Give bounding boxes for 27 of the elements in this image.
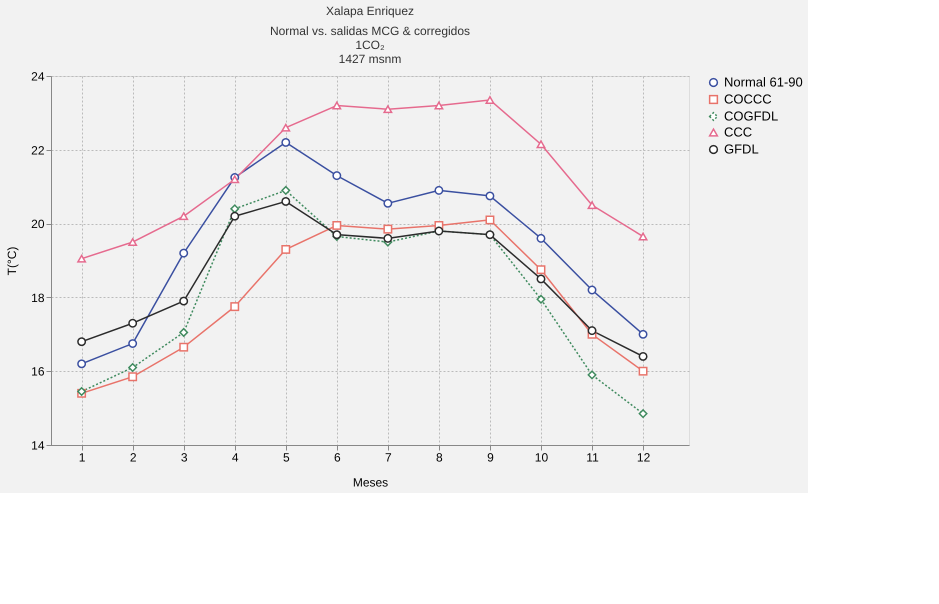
legend-label: COGFDL: [724, 108, 778, 124]
y-tick-label: 16: [31, 364, 45, 379]
y-tick-label: 22: [31, 143, 45, 158]
x-axis-title: Meses: [352, 476, 388, 490]
x-tick-label: 8: [436, 450, 444, 464]
y-tick-label: 24: [31, 70, 45, 84]
x-tick-label: 11: [586, 450, 600, 464]
x-tick-label: 9: [487, 450, 494, 464]
x-tick-label: 3: [180, 450, 188, 464]
x-tick-label: 7: [385, 450, 392, 464]
y-tick-label: 20: [31, 217, 45, 232]
legend-label: GFDL: [724, 142, 759, 156]
x-tick-label: 4: [232, 450, 239, 464]
y-tick-label: 14: [31, 438, 45, 452]
y-axis-title: T(°C): [5, 246, 20, 276]
legend-label: Normal 61-90: [724, 74, 803, 90]
y-tick-label: 18: [31, 290, 45, 305]
chart-title: Xalapa Enriquez: [326, 4, 414, 18]
x-tick-label: 12: [636, 450, 651, 464]
x-tick-label: 1: [78, 450, 86, 464]
legend-label: COCCC: [724, 92, 772, 106]
legend-label: CCC: [724, 124, 752, 140]
x-tick-label: 10: [534, 450, 548, 464]
x-tick-label: 5: [282, 450, 290, 464]
x-tick-label: 2: [130, 450, 137, 464]
chart-subtitle: Normal vs. salidas MCG & corregidos 1CO₂ 1427 msnm: [270, 24, 470, 66]
x-tick-label: 6: [334, 450, 341, 464]
